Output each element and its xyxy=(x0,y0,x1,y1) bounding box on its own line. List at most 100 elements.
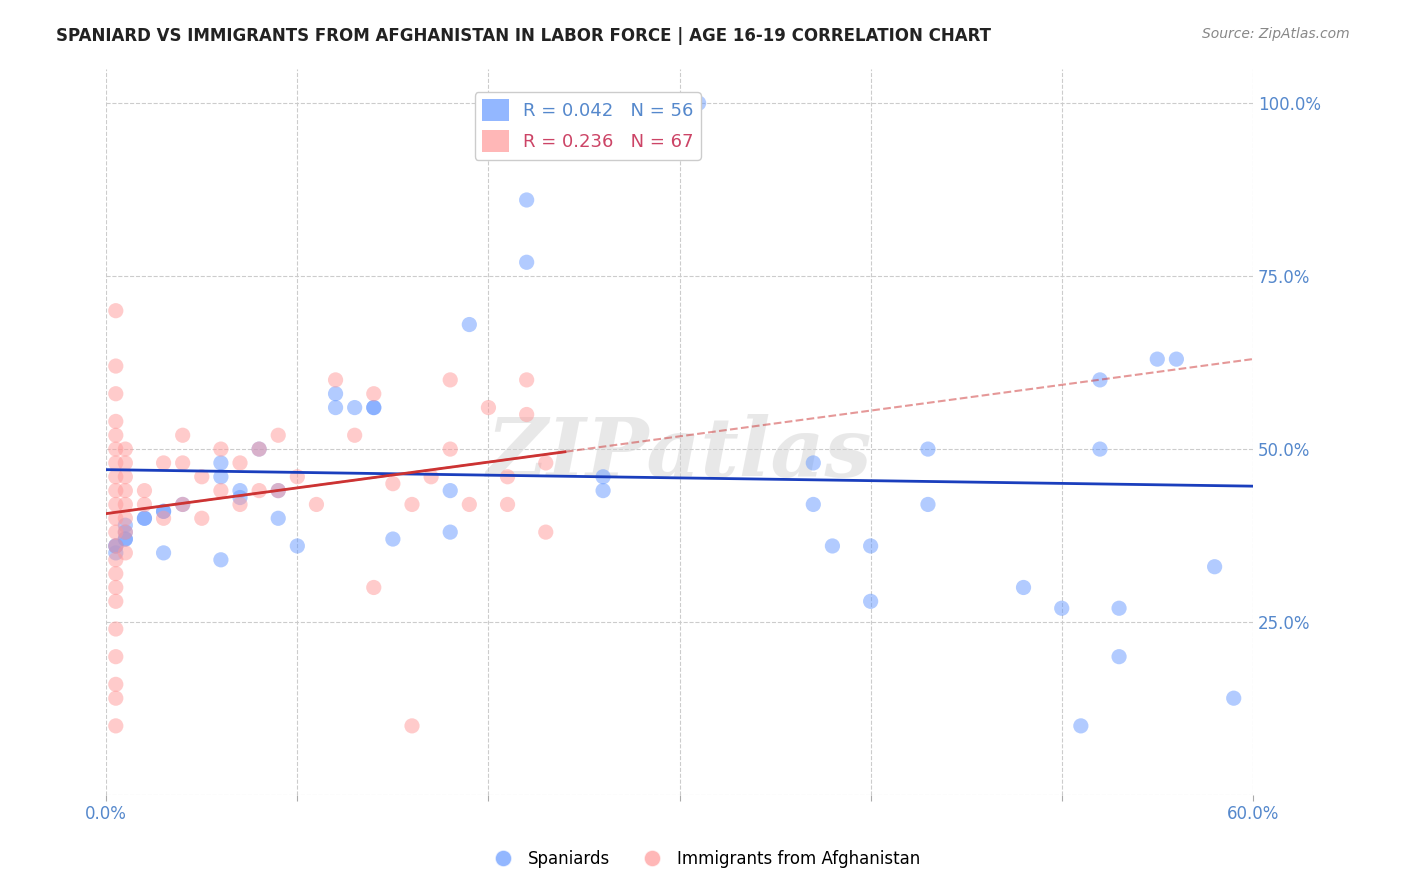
Text: SPANIARD VS IMMIGRANTS FROM AFGHANISTAN IN LABOR FORCE | AGE 16-19 CORRELATION C: SPANIARD VS IMMIGRANTS FROM AFGHANISTAN … xyxy=(56,27,991,45)
Point xyxy=(104,677,127,691)
Point xyxy=(1204,559,1226,574)
Point xyxy=(247,442,270,456)
Point xyxy=(114,456,136,470)
Point xyxy=(401,498,423,512)
Point xyxy=(104,539,127,553)
Point xyxy=(439,483,461,498)
Point xyxy=(229,498,252,512)
Point xyxy=(104,594,127,608)
Point xyxy=(516,408,538,422)
Point xyxy=(1012,581,1035,595)
Point xyxy=(325,373,347,387)
Point xyxy=(343,401,366,415)
Point xyxy=(191,469,214,483)
Point xyxy=(104,386,127,401)
Point xyxy=(516,255,538,269)
Point xyxy=(285,469,308,483)
Point xyxy=(247,442,270,456)
Point xyxy=(439,373,461,387)
Point xyxy=(114,525,136,540)
Point xyxy=(1222,691,1244,706)
Point xyxy=(801,456,824,470)
Legend: R = 0.042   N = 56, R = 0.236   N = 67: R = 0.042 N = 56, R = 0.236 N = 67 xyxy=(475,92,702,160)
Point xyxy=(104,553,127,567)
Point xyxy=(496,498,519,512)
Point xyxy=(104,622,127,636)
Point xyxy=(152,504,174,518)
Point xyxy=(267,511,290,525)
Point xyxy=(104,539,127,553)
Point xyxy=(917,442,939,456)
Point xyxy=(688,96,710,111)
Point xyxy=(152,504,174,518)
Point xyxy=(104,483,127,498)
Point xyxy=(267,483,290,498)
Point xyxy=(1146,352,1168,367)
Point xyxy=(114,532,136,546)
Point xyxy=(104,649,127,664)
Point xyxy=(305,498,328,512)
Point xyxy=(172,428,194,442)
Point xyxy=(172,498,194,512)
Point xyxy=(114,532,136,546)
Point xyxy=(612,96,634,111)
Point xyxy=(458,318,481,332)
Point xyxy=(134,511,156,525)
Point xyxy=(801,498,824,512)
Point xyxy=(325,386,347,401)
Point xyxy=(104,456,127,470)
Point xyxy=(439,525,461,540)
Point xyxy=(516,373,538,387)
Point xyxy=(104,546,127,560)
Point xyxy=(363,401,385,415)
Point xyxy=(401,719,423,733)
Point xyxy=(477,401,499,415)
Point xyxy=(104,719,127,733)
Text: Source: ZipAtlas.com: Source: ZipAtlas.com xyxy=(1202,27,1350,41)
Point xyxy=(381,532,404,546)
Point xyxy=(516,193,538,207)
Point xyxy=(229,456,252,470)
Point xyxy=(534,525,557,540)
Point xyxy=(534,456,557,470)
Point xyxy=(104,691,127,706)
Point xyxy=(668,96,690,111)
Point xyxy=(363,386,385,401)
Legend: Spaniards, Immigrants from Afghanistan: Spaniards, Immigrants from Afghanistan xyxy=(479,844,927,875)
Point xyxy=(496,469,519,483)
Point xyxy=(285,539,308,553)
Point xyxy=(420,469,443,483)
Point xyxy=(859,594,882,608)
Point xyxy=(325,401,347,415)
Point xyxy=(114,498,136,512)
Point xyxy=(152,546,174,560)
Point xyxy=(104,414,127,428)
Point xyxy=(267,428,290,442)
Point xyxy=(458,498,481,512)
Point xyxy=(152,456,174,470)
Point xyxy=(134,498,156,512)
Point xyxy=(114,518,136,533)
Point xyxy=(104,539,127,553)
Point xyxy=(1108,649,1130,664)
Point xyxy=(859,539,882,553)
Point xyxy=(104,581,127,595)
Point xyxy=(1088,442,1111,456)
Point xyxy=(104,303,127,318)
Point xyxy=(134,511,156,525)
Point xyxy=(917,498,939,512)
Point xyxy=(191,511,214,525)
Point xyxy=(114,442,136,456)
Point xyxy=(114,511,136,525)
Point xyxy=(267,483,290,498)
Point xyxy=(114,483,136,498)
Point xyxy=(592,469,614,483)
Point xyxy=(172,456,194,470)
Point xyxy=(114,546,136,560)
Point xyxy=(363,401,385,415)
Point xyxy=(363,581,385,595)
Point xyxy=(134,483,156,498)
Text: ZIPatlas: ZIPatlas xyxy=(486,414,872,493)
Point xyxy=(104,442,127,456)
Point xyxy=(172,498,194,512)
